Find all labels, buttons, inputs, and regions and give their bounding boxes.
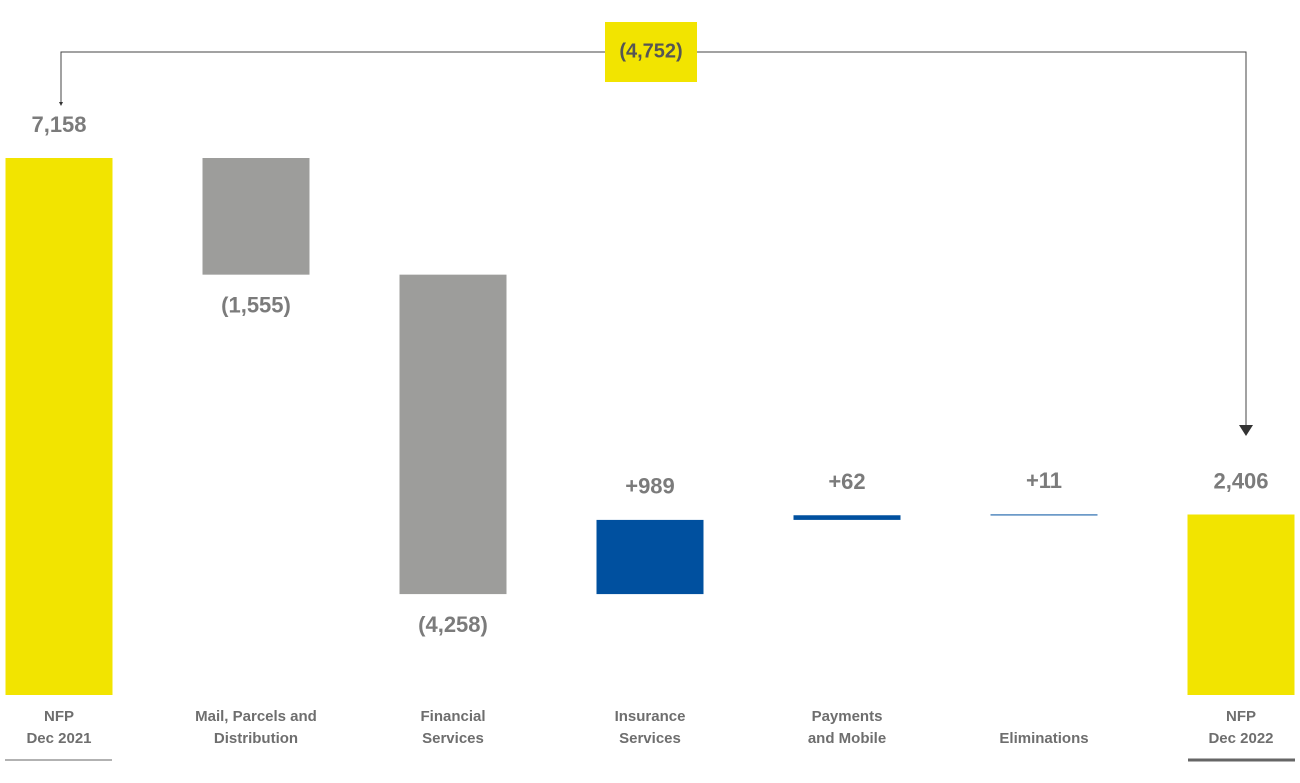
total-change-label: (4,752) [619, 40, 682, 62]
value-label: +989 [625, 474, 675, 499]
value-label: +62 [828, 469, 865, 494]
x-tick-label: Services [422, 730, 484, 747]
x-tick-label: Dec 2021 [26, 730, 91, 747]
bar [990, 514, 1098, 516]
x-tick-label: Distribution [214, 730, 298, 747]
x-tick-label: Eliminations [999, 730, 1088, 747]
x-tick-label: NFP [1226, 708, 1256, 725]
value-label: 7,158 [31, 112, 86, 137]
value-label: +11 [1026, 468, 1062, 493]
x-tick-label: Insurance [615, 708, 686, 725]
bar [1187, 514, 1295, 695]
arrow-head [1239, 425, 1253, 436]
bar [202, 158, 310, 275]
value-label: 2,406 [1213, 468, 1268, 493]
value-label: (1,555) [221, 292, 291, 317]
x-tick-label: Financial [420, 708, 485, 725]
x-tick-label: Services [619, 730, 681, 747]
x-tick-label: Mail, Parcels and [195, 708, 317, 725]
bar [399, 274, 507, 595]
x-tick-label: NFP [44, 708, 74, 725]
change-box [605, 22, 697, 82]
arrow-head [59, 102, 63, 106]
bar [596, 519, 704, 595]
x-tick-label: and Mobile [808, 730, 886, 747]
bar [5, 158, 113, 695]
x-tick-label: Dec 2022 [1208, 730, 1273, 747]
bar [793, 515, 901, 520]
value-label: (4,258) [418, 612, 488, 637]
x-tick-label: Payments [812, 708, 883, 725]
